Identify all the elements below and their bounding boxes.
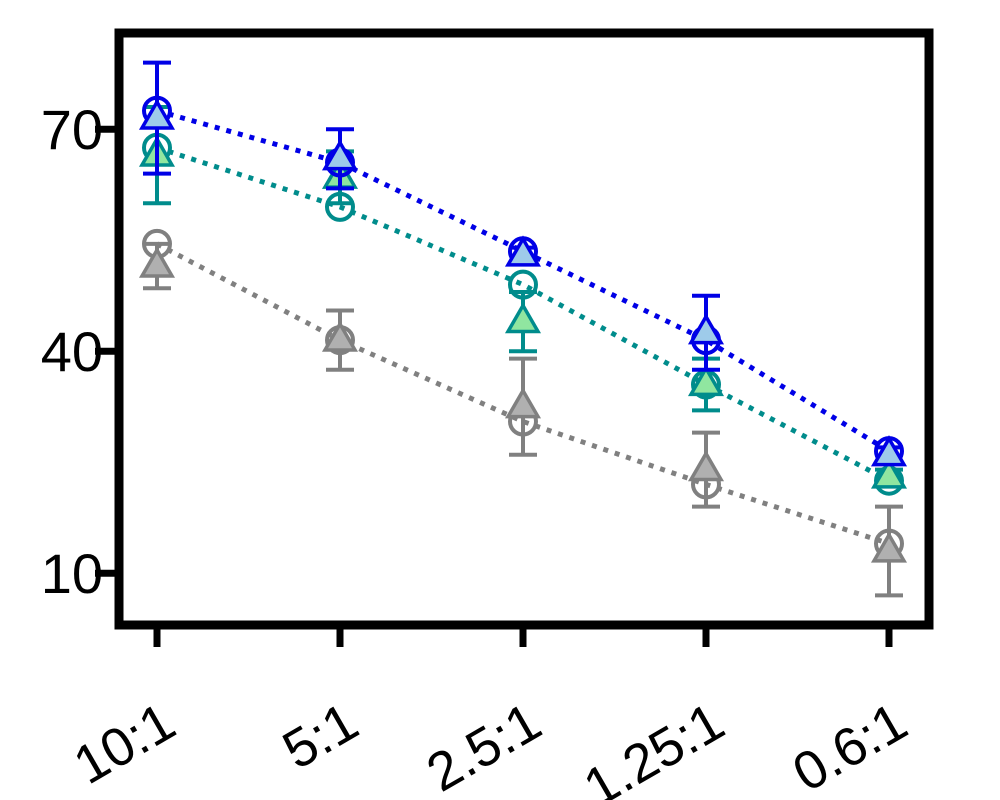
data-point	[870, 435, 908, 467]
axes: 10 40 70 10:1 5:1 2.5:1 1.25:1 0.6:1	[41, 98, 917, 800]
y-tick-label: 70	[41, 98, 103, 161]
data-point	[870, 457, 908, 489]
data-point	[687, 449, 725, 482]
series-1	[138, 60, 908, 467]
data-point	[138, 98, 176, 130]
data-point	[687, 313, 725, 345]
x-tick-label: 10:1	[64, 691, 185, 796]
data-point	[321, 139, 359, 171]
x-tick-label: 0.6:1	[783, 691, 917, 800]
data-point	[870, 531, 908, 563]
data-point	[138, 246, 176, 278]
plot-area	[138, 60, 908, 598]
data-point	[687, 364, 725, 397]
data-point	[321, 320, 359, 352]
x-tick-label: 5:1	[273, 691, 368, 781]
x-tick-label: 1.25:1	[574, 691, 734, 800]
y-tick-label: 40	[41, 320, 103, 383]
plot-frame	[114, 28, 934, 630]
data-point	[504, 387, 542, 419]
x-tick-label: 2.5:1	[417, 691, 551, 800]
data-point	[504, 301, 542, 334]
data-point	[504, 235, 542, 267]
series-line	[155, 241, 890, 546]
series-5	[138, 241, 908, 598]
y-tick-label: 10	[41, 542, 103, 605]
